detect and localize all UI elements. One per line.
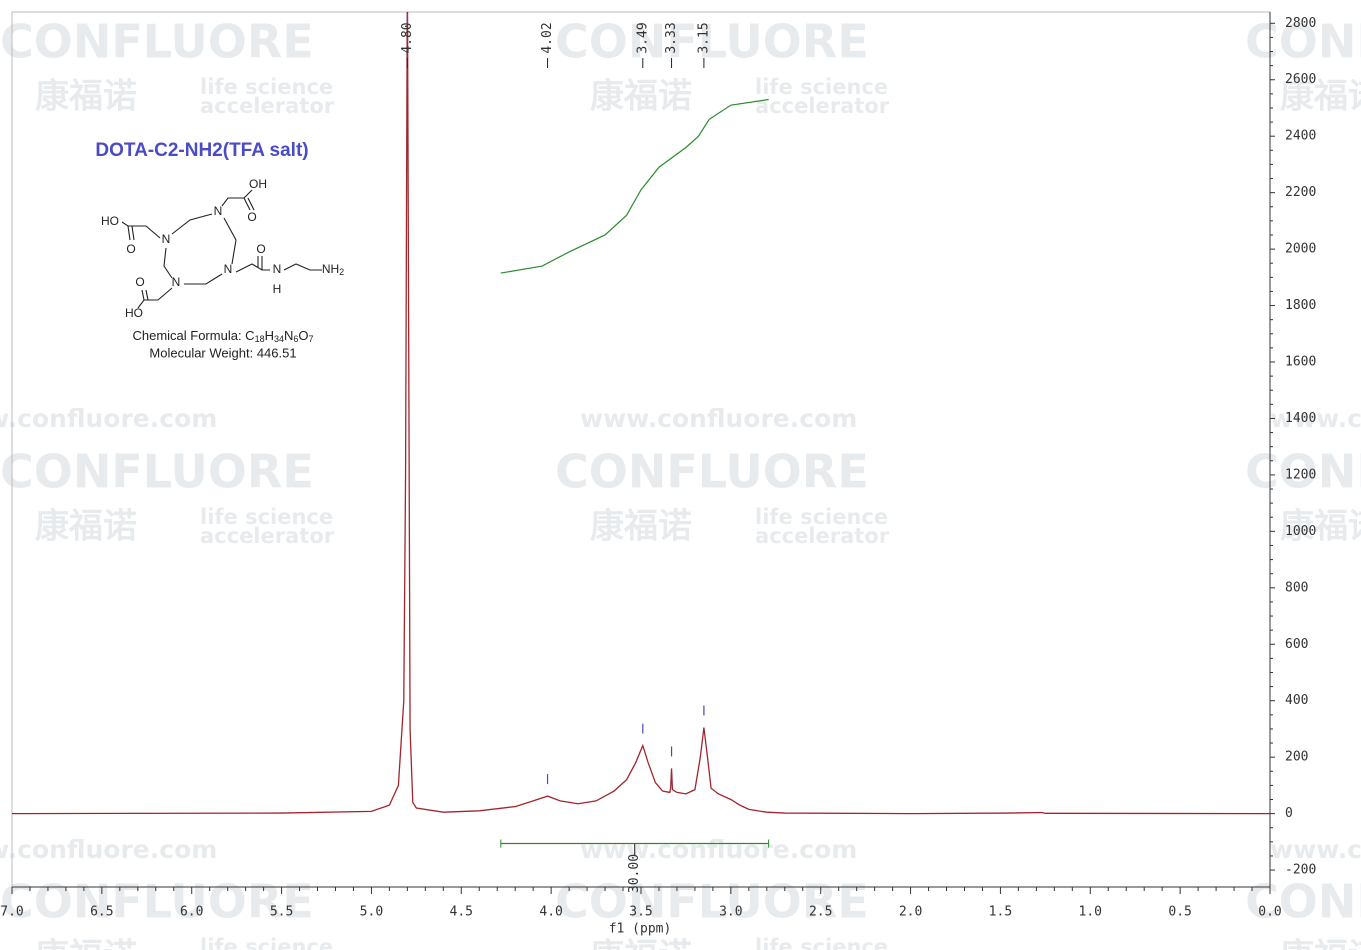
- watermark-brand: CONFLUORE: [0, 875, 314, 929]
- y-tick-label: 1000: [1285, 524, 1316, 539]
- y-tick-label: 200: [1285, 750, 1308, 765]
- watermark-url: www.confluore.com: [1270, 404, 1361, 433]
- y-tick-label: 2400: [1285, 129, 1316, 144]
- watermark-cn: 康福诺: [35, 937, 137, 950]
- watermark-brand: CONFLUORE: [0, 445, 314, 499]
- x-tick-label: 1.5: [989, 905, 1012, 920]
- atom-label: N: [224, 262, 233, 276]
- structure-bonds: [121, 189, 322, 309]
- x-tick-label: 6.5: [90, 905, 113, 920]
- y-tick-label: 0: [1285, 806, 1293, 821]
- watermark-tagline: accelerator: [755, 94, 890, 118]
- y-tick-label: 400: [1285, 693, 1308, 708]
- watermark-cn: 康福诺: [590, 937, 692, 950]
- watermark-brand: CONFLUORE: [555, 445, 869, 499]
- peak-label: 3.15: [696, 22, 711, 53]
- watermark-url: www.confluore.com: [580, 835, 857, 864]
- atom-label: N: [214, 204, 223, 218]
- watermark-brand: CONFLUORE: [1245, 445, 1361, 499]
- atom-label: O: [135, 275, 144, 289]
- watermark-tagline: accelerator: [755, 524, 890, 548]
- y-tick-label: -200: [1285, 863, 1316, 878]
- atom-label: N: [162, 232, 171, 246]
- molecular-weight: Molecular Weight: 446.51: [149, 345, 296, 360]
- x-tick-label: 1.0: [1079, 905, 1102, 920]
- x-tick-label: 0.5: [1168, 905, 1191, 920]
- watermark-url: www.confluore.com: [0, 835, 217, 864]
- x-tick-label: 3.5: [629, 905, 652, 920]
- y-tick-label: 2000: [1285, 242, 1316, 257]
- atom-label: O: [126, 242, 135, 256]
- watermark-brand: CONFLUORE: [0, 15, 314, 69]
- watermark-cn: 康福诺: [35, 77, 137, 117]
- watermark-url: www.confluore.com: [580, 404, 857, 433]
- watermark-tagline: life science: [200, 935, 333, 950]
- atom-label: O: [256, 242, 265, 256]
- x-tick-label: 3.0: [719, 905, 742, 920]
- y-tick-label: 2800: [1285, 16, 1316, 31]
- watermark-tagline: life science: [200, 75, 333, 99]
- y-tick-label: 2600: [1285, 72, 1316, 87]
- x-tick-label: 7.0: [0, 905, 23, 920]
- watermark-cn: 康福诺: [1280, 937, 1361, 950]
- x-tick-label: 2.5: [809, 905, 832, 920]
- watermark-url: www.confluore.com: [0, 404, 217, 433]
- integration-label: 30.00: [627, 854, 642, 893]
- watermark-cn: 康福诺: [590, 77, 692, 117]
- y-tick-label: 800: [1285, 580, 1308, 595]
- x-tick-label: 6.0: [180, 905, 203, 920]
- watermark-brand: CONFLUORE: [555, 875, 869, 929]
- atom-label: H: [273, 282, 282, 296]
- watermark-tagline: accelerator: [200, 94, 335, 118]
- watermark-tagline: life science: [755, 75, 888, 99]
- watermark-tagline: life science: [755, 935, 888, 950]
- atom-label: N: [172, 275, 181, 289]
- x-tick-label: 2.0: [899, 905, 922, 920]
- watermark-brand: CONFLUORE: [1245, 875, 1361, 929]
- y-tick-label: 1400: [1285, 411, 1316, 426]
- y-tick-label: 2200: [1285, 185, 1316, 200]
- atom-label: OH: [249, 177, 267, 191]
- y-tick-label: 1200: [1285, 467, 1316, 482]
- spectrum-line: [12, 12, 1270, 815]
- watermark-cn: 康福诺: [1280, 507, 1361, 547]
- x-tick-label: 4.0: [539, 905, 562, 920]
- watermark-url: www.confluore.com: [1270, 835, 1361, 864]
- atom-label: HO: [101, 214, 119, 228]
- atom-label: HO: [125, 306, 143, 320]
- atom-label: N: [273, 262, 282, 276]
- x-tick-label: 4.5: [450, 905, 473, 920]
- watermark-tagline: accelerator: [200, 524, 335, 548]
- watermark-tagline: life science: [200, 505, 333, 529]
- integral-curve: [500, 98, 769, 274]
- y-tick-label: 600: [1285, 637, 1308, 652]
- watermark-tagline: life science: [755, 505, 888, 529]
- y-tick-label: 1600: [1285, 355, 1316, 370]
- peak-label: 3.33: [664, 22, 679, 53]
- watermark-cn: 康福诺: [590, 507, 692, 547]
- x-tick-label: 0.0: [1258, 905, 1281, 920]
- watermark-brand: CONFLUORE: [1245, 15, 1361, 69]
- x-tick-label: 5.5: [270, 905, 293, 920]
- compound-name: DOTA-C2-NH2(TFA salt): [95, 140, 308, 161]
- watermark-cn: 康福诺: [35, 507, 137, 547]
- peak-label: 4.02: [540, 22, 555, 53]
- atom-label: O: [247, 210, 256, 224]
- x-tick-label: 5.0: [360, 905, 383, 920]
- x-axis-label: f1 (ppm): [609, 922, 672, 937]
- peak-label: 4.80: [400, 22, 415, 53]
- atom-label: NH2: [322, 262, 344, 277]
- watermark-brand: CONFLUORE: [555, 15, 869, 69]
- y-tick-label: 1800: [1285, 298, 1316, 313]
- chemical-formula: Chemical Formula: C18H34N6O7: [132, 328, 313, 344]
- watermark-cn: 康福诺: [1280, 77, 1361, 117]
- peak-label: 3.49: [635, 22, 650, 53]
